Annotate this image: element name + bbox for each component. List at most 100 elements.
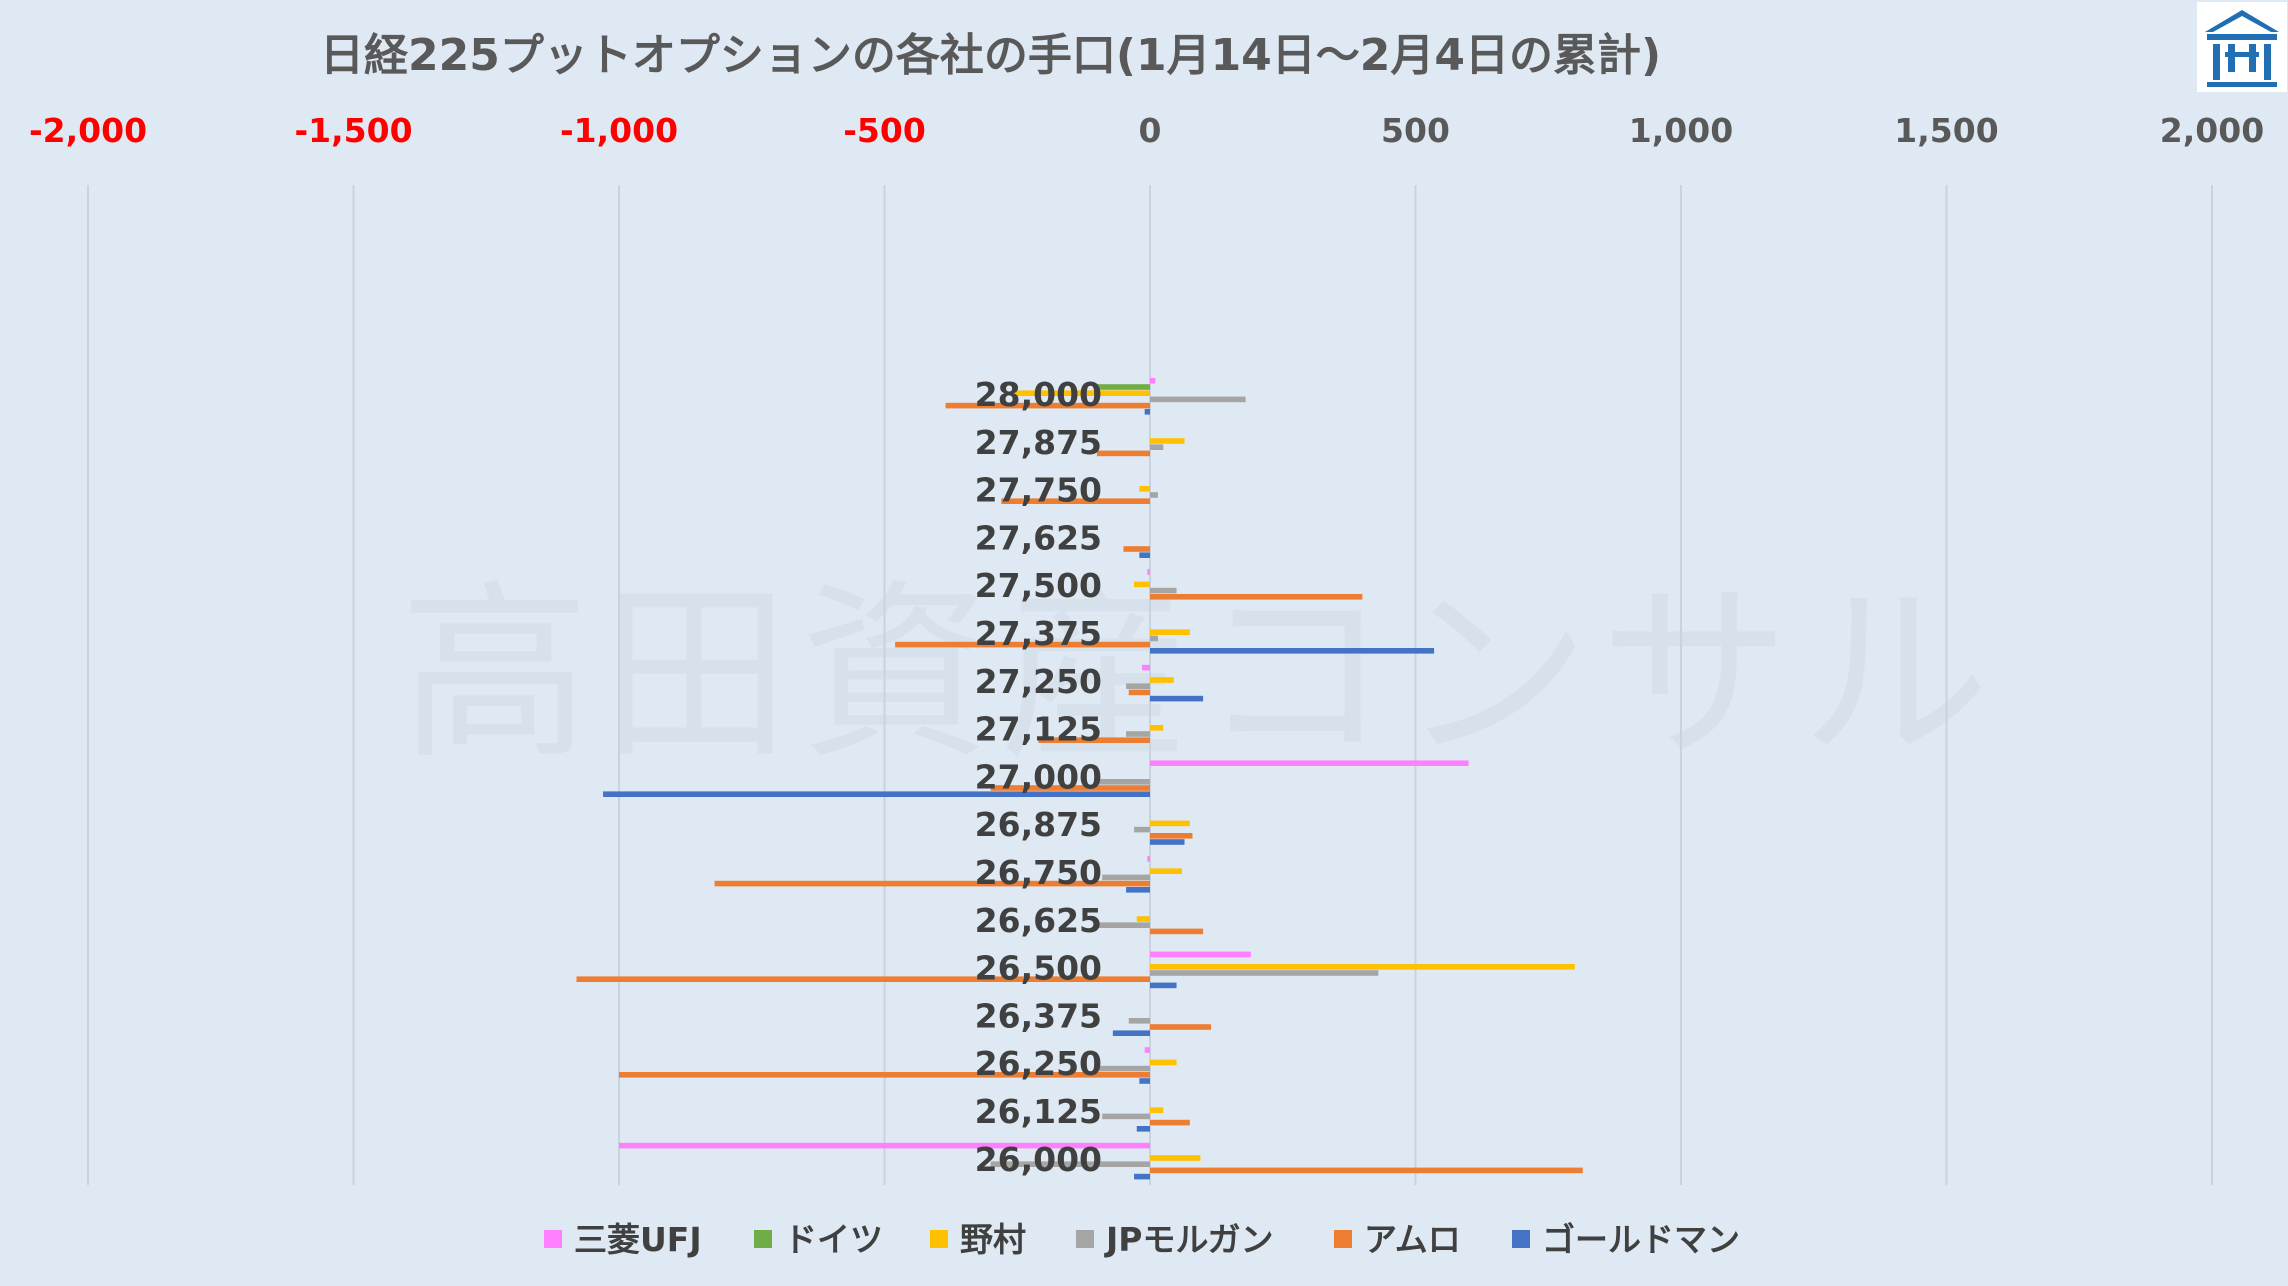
- category-label: 26,750: [975, 853, 1102, 892]
- bar: [1150, 868, 1182, 874]
- bar: [895, 641, 1150, 648]
- bar: [576, 976, 1150, 982]
- bar: [1096, 450, 1150, 457]
- bar: [1102, 874, 1150, 881]
- legend-label: JPモルガン: [1104, 1220, 1273, 1259]
- bar: [1150, 820, 1190, 827]
- legend-item: JPモルガン: [1076, 1220, 1273, 1259]
- bar: [1150, 1059, 1177, 1066]
- bar: [1144, 409, 1150, 415]
- x-axis-ticks: -2,000 -1,500 -1,000 -500 0 500 1,000 1,500 2,00…: [29, 111, 2264, 150]
- category-label: 26,125: [975, 1092, 1102, 1131]
- category-label: 26,000: [975, 1140, 1102, 1179]
- bar: [1150, 635, 1158, 642]
- bar: [1096, 1065, 1150, 1072]
- bar: [1126, 731, 1150, 737]
- bar: [1150, 587, 1177, 594]
- x-tick-label: 0: [1139, 111, 1162, 150]
- bar: [990, 785, 1150, 791]
- x-tick-label: 1,500: [1894, 111, 1998, 150]
- bar: [1142, 664, 1150, 671]
- bar: [1150, 695, 1204, 702]
- category-label: 27,750: [975, 471, 1102, 510]
- bar: [1139, 486, 1150, 492]
- x-tick-label: 2,000: [2160, 111, 2264, 150]
- bar: [1147, 856, 1150, 862]
- x-tick-label: -1,500: [294, 111, 412, 150]
- bars: [576, 378, 1583, 1180]
- bar: [1038, 737, 1150, 743]
- x-tick-label: 1,000: [1629, 111, 1733, 150]
- bar: [1150, 760, 1469, 766]
- bar: [1136, 1126, 1150, 1132]
- category-label: 27,500: [975, 566, 1102, 605]
- legend-label: 野村: [960, 1220, 1026, 1259]
- legend-label: ゴールドマン: [1542, 1220, 1740, 1259]
- category-label: 26,250: [975, 1044, 1102, 1083]
- bar: [1150, 1167, 1583, 1174]
- category-label: 26,875: [975, 805, 1102, 844]
- bar: [1150, 928, 1204, 935]
- bar: [1144, 1047, 1150, 1053]
- bar: [1134, 826, 1150, 833]
- bar: [1126, 887, 1150, 893]
- bar: [1128, 1018, 1150, 1024]
- bar: [1102, 1113, 1150, 1120]
- category-label: 26,500: [975, 949, 1102, 988]
- legend-item: アムロ: [1334, 1220, 1461, 1259]
- legend-swatch: [1334, 1230, 1352, 1248]
- bar: [1128, 689, 1150, 696]
- x-tick-label: 500: [1381, 111, 1450, 150]
- bar: [1150, 594, 1363, 600]
- legend-item: ゴールドマン: [1512, 1220, 1740, 1259]
- bar: [1150, 951, 1251, 958]
- category-label: 27,875: [975, 423, 1102, 462]
- bar: [1150, 982, 1177, 989]
- bar: [1126, 683, 1150, 689]
- bar: [990, 1161, 1150, 1167]
- legend-item: 三菱UFJ: [544, 1220, 702, 1259]
- bar: [1150, 725, 1164, 731]
- bar: [1150, 970, 1379, 976]
- bar: [1150, 1155, 1201, 1161]
- legend-swatch: [930, 1230, 948, 1248]
- legend-label: 三菱UFJ: [574, 1220, 702, 1259]
- category-labels: 28,000 27,875 27,750 27,625 27,500 27,375 27,2…: [975, 375, 1102, 1179]
- bar: [1150, 438, 1185, 444]
- bar: [1134, 581, 1150, 588]
- bar: [1150, 964, 1575, 970]
- watermark: 高田資産コンサル: [400, 564, 2000, 785]
- x-tick-label: -500: [843, 111, 926, 150]
- legend-swatch: [1512, 1230, 1530, 1248]
- legend-swatch: [754, 1230, 772, 1248]
- category-label: 27,625: [975, 518, 1102, 557]
- chart-title: 日経225プットオプションの各社の手口(1月14日～2月4日の累計): [320, 30, 1661, 81]
- bar: [1134, 1173, 1150, 1180]
- legend-label: ドイツ: [784, 1220, 883, 1259]
- bar: [1150, 396, 1246, 403]
- legend-swatch: [544, 1230, 562, 1248]
- bar: [1123, 546, 1150, 552]
- gridlines: [87, 185, 2213, 1185]
- bar: [1139, 552, 1150, 558]
- bar: [945, 402, 1150, 409]
- legend-item: 野村: [930, 1220, 1026, 1259]
- category-label: 27,000: [975, 757, 1102, 796]
- bar: [619, 1142, 1150, 1149]
- legend-swatch: [1076, 1230, 1094, 1248]
- category-label: 26,375: [975, 996, 1102, 1035]
- bar: [1011, 390, 1150, 396]
- category-label: 27,125: [975, 710, 1102, 749]
- legend-label: アムロ: [1364, 1220, 1461, 1259]
- bar: [1150, 1024, 1212, 1030]
- bar: [714, 880, 1150, 887]
- bar: [1150, 1119, 1190, 1126]
- category-label: 28,000: [975, 375, 1102, 414]
- bar: [1001, 498, 1150, 504]
- legend: 三菱UFJ ドイツ 野村 JPモルガン アムロ ゴールドマン: [544, 1220, 1740, 1259]
- x-tick-label: -2,000: [29, 111, 147, 150]
- bar: [603, 791, 1150, 797]
- bar: [1139, 1078, 1150, 1084]
